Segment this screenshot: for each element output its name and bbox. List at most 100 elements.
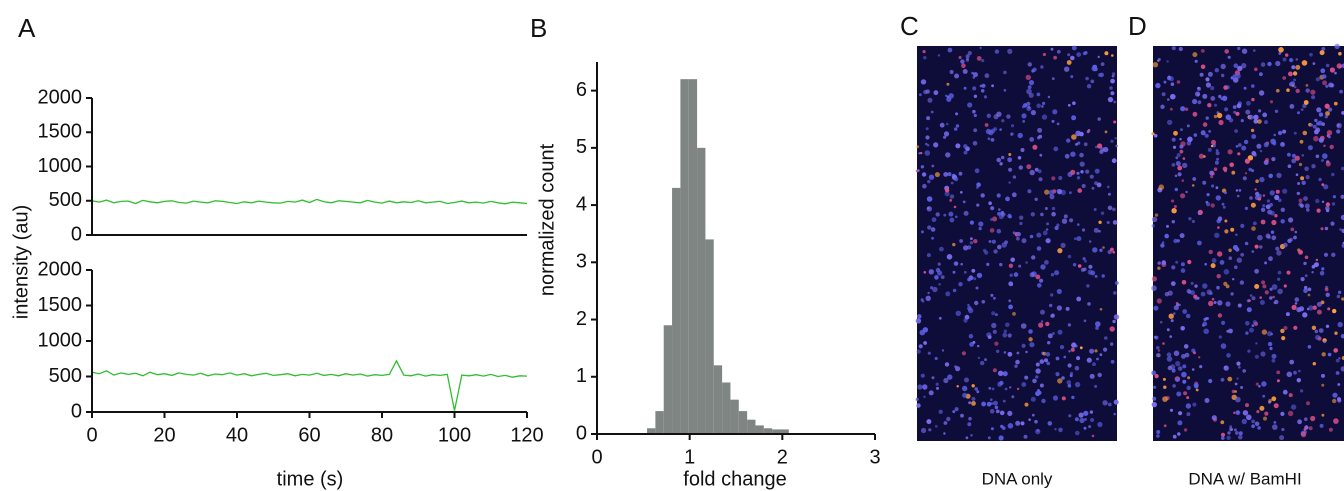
spot — [1100, 211, 1105, 215]
spot — [1216, 285, 1220, 290]
spot — [969, 220, 975, 225]
spot — [1264, 261, 1267, 264]
spot — [1298, 198, 1303, 203]
spot — [1278, 52, 1282, 55]
spot — [994, 341, 999, 346]
spot — [1220, 432, 1226, 437]
spot — [1235, 73, 1241, 79]
spot — [1021, 343, 1026, 348]
spot — [1223, 365, 1229, 371]
spot — [938, 316, 942, 320]
spot — [1030, 212, 1036, 217]
spot — [1223, 269, 1230, 275]
spot — [1211, 258, 1217, 263]
spot — [1008, 153, 1012, 156]
spot — [1267, 61, 1272, 67]
spot — [1293, 78, 1296, 82]
spot — [1237, 152, 1241, 156]
spot — [1094, 274, 1098, 278]
spot — [1198, 153, 1204, 159]
spot — [1324, 287, 1329, 292]
spot — [1091, 434, 1095, 438]
spot — [1174, 187, 1179, 192]
spot — [1111, 74, 1115, 78]
spot — [1173, 350, 1180, 357]
spot — [1087, 302, 1091, 306]
spot — [1153, 133, 1158, 138]
spot — [987, 335, 992, 339]
spot — [962, 69, 968, 74]
spot — [955, 366, 961, 372]
spot — [1084, 418, 1087, 421]
spot — [1228, 256, 1233, 261]
spot — [1204, 133, 1209, 138]
spot — [1047, 341, 1051, 345]
spot — [1157, 349, 1161, 352]
spot — [1056, 189, 1060, 192]
spot — [1334, 331, 1338, 335]
spot — [1077, 223, 1080, 226]
spot — [1300, 176, 1305, 181]
spot — [1029, 342, 1035, 348]
spot — [1040, 65, 1044, 69]
spot — [1014, 364, 1018, 368]
spot — [1015, 359, 1020, 365]
spot — [948, 93, 954, 99]
spot — [1232, 77, 1239, 83]
spot — [1250, 128, 1255, 133]
spot — [991, 387, 995, 391]
spot — [976, 203, 980, 207]
spot — [1309, 52, 1313, 57]
spot — [1241, 63, 1247, 69]
spot — [928, 390, 934, 396]
spot — [1307, 345, 1312, 349]
spot — [964, 314, 970, 320]
spot — [1325, 63, 1330, 68]
spot — [971, 384, 975, 388]
spot — [971, 268, 976, 273]
spot — [923, 56, 927, 60]
spot — [964, 377, 969, 383]
spot — [1002, 212, 1006, 216]
spot — [1107, 192, 1111, 196]
spot — [1169, 408, 1174, 412]
spot — [1172, 384, 1176, 388]
y-axis-label: intensity (au) — [10, 205, 32, 320]
x-tick-label: 60 — [298, 424, 320, 446]
spot — [1017, 132, 1023, 139]
spot — [949, 194, 955, 199]
spot — [1328, 107, 1333, 112]
spot — [923, 341, 927, 345]
spot — [1050, 313, 1055, 318]
spot — [1272, 141, 1277, 146]
spot — [1333, 348, 1338, 353]
spot — [990, 138, 995, 142]
spot — [1321, 267, 1325, 271]
spot — [967, 102, 973, 108]
spot — [963, 86, 967, 90]
spot — [1004, 387, 1008, 391]
spot — [1269, 202, 1273, 207]
spot — [1277, 288, 1283, 295]
spot — [1086, 284, 1090, 288]
spot — [1274, 214, 1278, 218]
spot — [1203, 317, 1207, 322]
spot — [1098, 230, 1101, 233]
y-tick-label: 500 — [49, 365, 82, 387]
spot — [1166, 60, 1169, 63]
spot — [1151, 370, 1157, 376]
spot — [1315, 334, 1321, 340]
spot — [1182, 162, 1188, 169]
spot — [1191, 219, 1195, 224]
spot — [1056, 305, 1062, 311]
spot — [1046, 222, 1050, 226]
histogram-bar — [755, 425, 764, 434]
spot — [1256, 143, 1262, 149]
spot — [1236, 361, 1241, 366]
spot — [950, 181, 954, 185]
spot — [980, 193, 985, 198]
spot — [1246, 299, 1250, 303]
intensity-trace — [91, 198, 528, 205]
spot — [997, 370, 1004, 376]
spot — [1254, 268, 1259, 274]
